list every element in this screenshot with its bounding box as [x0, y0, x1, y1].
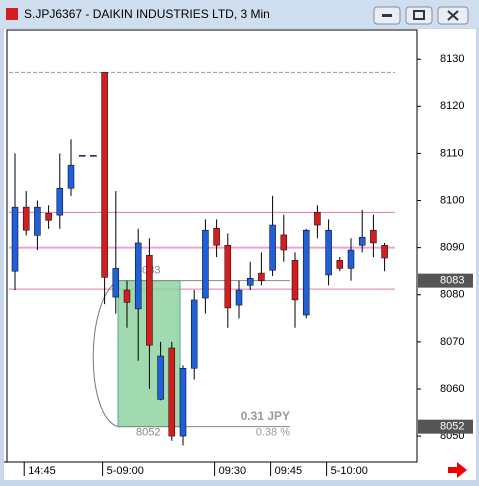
- candle-body: [291, 260, 299, 301]
- measure-change: 0.31 JPY: [241, 409, 290, 423]
- candle-body: [90, 155, 97, 157]
- candle-body: [381, 245, 388, 259]
- x-tick-label: 09:45: [275, 465, 303, 477]
- candle-body: [67, 164, 75, 189]
- candle-body: [258, 272, 265, 281]
- candle-body: [235, 289, 243, 306]
- candle-body: [190, 299, 198, 369]
- y-tick-label: 8090: [440, 242, 464, 254]
- candle-body: [78, 155, 86, 157]
- candle-body: [246, 278, 254, 286]
- last-price-box: [418, 273, 473, 288]
- candle-body: [269, 224, 276, 271]
- candle-body: [358, 237, 366, 246]
- candle-body: [347, 249, 355, 269]
- y-tick-label: 8070: [440, 336, 464, 348]
- y-tick-label: 8120: [440, 100, 464, 112]
- maximize-button[interactable]: [405, 6, 433, 25]
- last-price-label: 8083: [440, 275, 464, 287]
- candle-body: [168, 347, 176, 437]
- measure-bracket: [92, 280, 119, 428]
- window-title: S.JPJ6367 - DAIKIN INDUSTRIES LTD, 3 Min: [24, 7, 270, 21]
- candle-body: [123, 289, 131, 303]
- minimize-icon: [382, 14, 392, 17]
- candle-body: [45, 213, 52, 221]
- candle-body: [336, 260, 344, 269]
- candle-body: [34, 206, 41, 236]
- candle-body: [22, 206, 30, 231]
- y-tick-label: 8130: [440, 53, 464, 65]
- measure-price-label: 8052: [440, 421, 464, 433]
- candle-body: [134, 242, 142, 310]
- candle-body: [112, 268, 120, 298]
- plot-area: [6, 29, 418, 463]
- y-tick-label: 8060: [440, 383, 464, 395]
- y-tick-label: 8080: [440, 289, 464, 301]
- x-tick-label: 5-10:00: [331, 465, 368, 477]
- measure-price-box: [418, 419, 473, 434]
- candle-body: [224, 245, 232, 309]
- x-tick-label: 14:45: [28, 465, 56, 477]
- candle-body: [146, 254, 153, 346]
- measure-low: 8052: [136, 427, 160, 439]
- candle-body: [202, 229, 209, 299]
- candle-body: [302, 229, 310, 316]
- candle-body: [101, 72, 108, 278]
- app-icon: [6, 8, 18, 20]
- candle-body: [11, 206, 19, 272]
- candle-body: [56, 188, 64, 216]
- y-tick-label: 8110: [440, 147, 464, 159]
- x-tick-label: 09:30: [219, 465, 247, 477]
- maximize-icon: [413, 10, 425, 20]
- y-tick-label: 8100: [440, 194, 464, 206]
- candle-body: [157, 355, 164, 400]
- measure-percent: 0.38 %: [256, 427, 290, 439]
- candle-body: [370, 229, 377, 244]
- scroll-arrow[interactable]: [448, 462, 467, 478]
- candle-body: [280, 234, 288, 251]
- candle-body: [325, 229, 332, 276]
- close-icon: [447, 10, 459, 21]
- candle-body: [213, 228, 220, 246]
- candle-body: [314, 212, 321, 226]
- candle-body: [179, 368, 187, 437]
- x-tick-label: 5-09:00: [107, 465, 144, 477]
